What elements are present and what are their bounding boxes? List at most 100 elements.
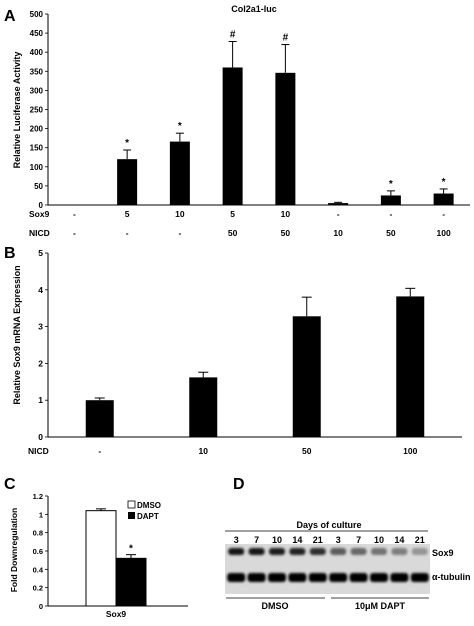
blot-day-label: 14 <box>394 535 404 545</box>
chart-b-bar <box>85 400 114 437</box>
western-blot: Days of culture 3 7 10 14 21 3 7 10 14 21 Sox9 α-… <box>225 520 471 611</box>
blot-band-sox9 <box>269 548 285 555</box>
chart-b-category-label: 10 <box>199 446 209 456</box>
legend-swatch-dapt <box>128 512 135 519</box>
chart-a-bar <box>380 195 401 205</box>
chart-a-y-tick-label: 300 <box>30 86 44 95</box>
blot-day-label: 21 <box>313 535 323 545</box>
chart-b-category-label: 50 <box>302 446 312 456</box>
chart-b-bar <box>292 316 321 437</box>
chart-c-bar-dmso <box>85 510 117 607</box>
chart-a-y-tick-label: 500 <box>30 10 44 19</box>
chart-a-condition-sox9: 5 <box>125 209 130 219</box>
blot-band-tubulin <box>288 573 307 582</box>
blot-band-sox9 <box>309 548 326 555</box>
chart-c-y-tick-label: 0 <box>39 602 43 611</box>
chart-a-y-tick-label: 450 <box>30 29 44 38</box>
chart-a-condition-nicd: - <box>73 228 76 238</box>
chart-b: Relative Sox9 mRNA Expression 0 1 2 3 4 5 NIC… <box>12 248 462 456</box>
blot-band-tubulin <box>268 573 286 582</box>
chart-a-significance-mark: * <box>442 177 446 188</box>
chart-a-significance-mark: * <box>125 138 129 149</box>
chart-a-condition-nicd: - <box>178 228 181 238</box>
blot-band-sox9 <box>289 548 306 555</box>
chart-a-error-bars <box>123 41 448 204</box>
legend-label-dmso: DMSO <box>137 501 161 510</box>
chart-a-y-tick-label: 100 <box>30 163 44 172</box>
chart-a-conditions: Sox9 NICD - - 5 - 10 - 5 50 10 50 - 10 - 50 - 100 <box>29 209 451 238</box>
chart-a-significance-mark: # <box>230 30 236 41</box>
chart-c-annotations: * <box>129 544 133 555</box>
chart-a-y-tick-label: 0 <box>39 201 44 210</box>
chart-c-ylabel: Fold Downregulation <box>9 508 19 593</box>
blot-day-labels: 3 7 10 14 21 3 7 10 14 21 <box>234 535 425 545</box>
chart-c-y-tick-label: 1.2 <box>33 492 43 501</box>
blot-day-label: 14 <box>292 535 302 545</box>
blot-day-label: 3 <box>336 535 341 545</box>
chart-c-bars <box>85 510 147 607</box>
chart-a-title: Col2a1-luc <box>231 4 277 14</box>
chart-a-condition-sox9: 10 <box>175 209 185 219</box>
chart-b-y-tick-label: 3 <box>38 322 43 332</box>
chart-a-condition-nicd: 50 <box>386 228 396 238</box>
blot-band-sox9 <box>411 548 428 555</box>
blot-day-label: 10 <box>374 535 384 545</box>
chart-c-error-bars <box>96 508 136 559</box>
chart-a-row-label-sox9: Sox9 <box>29 209 50 219</box>
chart-a-condition-sox9: - <box>389 209 392 219</box>
panel-label-a: A <box>4 8 16 25</box>
chart-a-y-tick-label: 50 <box>34 182 43 191</box>
chart-a-bar <box>117 159 138 205</box>
legend-swatch-dmso <box>127 500 136 509</box>
chart-a-condition-nicd: 50 <box>228 228 238 238</box>
chart-a-bars <box>64 67 454 206</box>
chart-c-significance-mark: * <box>129 544 133 555</box>
chart-c-y-tick-label: 0.8 <box>33 529 43 538</box>
chart-a-annotations: * * # # * * <box>125 30 446 190</box>
chart-a-y-tick-label: 400 <box>30 48 44 57</box>
chart-a-bar <box>275 72 296 205</box>
chart-b-axes <box>47 253 462 438</box>
chart-a-significance-mark: * <box>178 121 182 132</box>
chart-b-y-tick-label: 2 <box>38 358 43 368</box>
blot-day-label: 3 <box>234 535 239 545</box>
chart-a-condition-sox9: - <box>442 209 445 219</box>
chart-b-bars <box>85 296 425 437</box>
chart-a-y-tick-label: 250 <box>30 106 44 115</box>
blot-band-tubulin <box>370 573 388 582</box>
blot-band-tubulin <box>349 573 368 582</box>
blot-band-tubulin <box>329 573 348 582</box>
chart-a-y-tick-label: 350 <box>30 67 44 76</box>
chart-a-significance-mark: * <box>389 179 393 190</box>
chart-a-condition-sox9: 5 <box>230 209 235 219</box>
blot-day-label: 10 <box>272 535 282 545</box>
blot-band-tubulin <box>390 573 409 582</box>
chart-a-bar <box>328 203 349 205</box>
blot-day-label: 7 <box>356 535 361 545</box>
chart-a: Col2a1-luc Relative Luciferase Activity … <box>12 4 470 238</box>
chart-a-significance-mark: # <box>283 33 289 44</box>
legend-label-dapt: DAPT <box>137 512 159 521</box>
chart-a-ylabel: Relative Luciferase Activity <box>12 52 22 169</box>
blot-day-label: 21 <box>415 535 425 545</box>
blot-bands <box>227 548 429 582</box>
chart-b-y-tick-label: 1 <box>38 395 43 405</box>
blot-band-label-tubulin: α-tubulin <box>432 572 471 582</box>
chart-b-y-tick-label: 0 <box>38 432 43 442</box>
chart-c-y-tick-label: 0.6 <box>33 547 43 556</box>
chart-b-y-tick-label: 5 <box>38 248 43 258</box>
chart-a-y-ticks: 0 50 100 150 200 250 300 350 400 450 500 <box>30 10 48 210</box>
panel-label-b: B <box>4 245 16 262</box>
blot-band-sox9 <box>350 548 367 555</box>
chart-c: Fold Downregulation 00.20.40.60.811.2 * … <box>9 492 188 619</box>
panel-label-d: D <box>233 476 245 493</box>
chart-c-y-tick-label: 1 <box>39 510 43 519</box>
chart-c-y-ticks: 0 0.2 0.4 0.6 0.8 1 1.2 <box>33 492 48 611</box>
blot-band-tubulin <box>247 573 266 582</box>
blot-band-sox9 <box>371 548 387 555</box>
chart-b-row-label-nicd: NICD <box>28 446 49 456</box>
chart-a-condition-nicd: - <box>126 228 129 238</box>
chart-a-bar <box>64 204 85 206</box>
chart-a-condition-nicd: 10 <box>333 228 343 238</box>
